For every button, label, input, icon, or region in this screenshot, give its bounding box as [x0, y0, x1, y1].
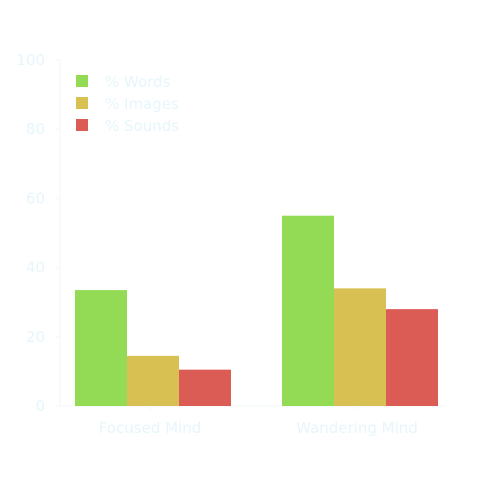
legend-swatch	[76, 97, 88, 109]
bar-images-wandering-mind	[334, 288, 386, 406]
legend: % Words % Images % Sounds	[76, 73, 179, 135]
bar-images-focused-mind	[127, 355, 179, 406]
legend-swatch	[76, 119, 88, 131]
y-tick-label: 20	[26, 328, 45, 346]
y-axis: 0 20 40 60 80 100	[16, 51, 61, 415]
x-tick-label: Wandering Mind	[296, 419, 418, 437]
legend-label: % Images	[105, 95, 179, 113]
y-tick-label: 80	[26, 120, 45, 138]
legend-label: % Sounds	[105, 117, 179, 135]
legend-swatch	[76, 75, 88, 87]
legend-label: % Words	[105, 73, 171, 91]
y-tick-label: 100	[16, 51, 45, 69]
bar-sounds-focused-mind	[179, 369, 231, 406]
bars	[75, 215, 438, 406]
x-axis: Focused Mind Wandering Mind	[60, 405, 445, 437]
y-tick-label: 40	[26, 259, 45, 277]
y-tick-label: 0	[35, 397, 45, 415]
bar-sounds-wandering-mind	[386, 309, 438, 406]
y-tick-label: 60	[26, 189, 45, 207]
bar-words-wandering-mind	[282, 215, 334, 406]
bar-words-focused-mind	[75, 290, 127, 406]
x-tick-label: Focused Mind	[99, 419, 202, 437]
